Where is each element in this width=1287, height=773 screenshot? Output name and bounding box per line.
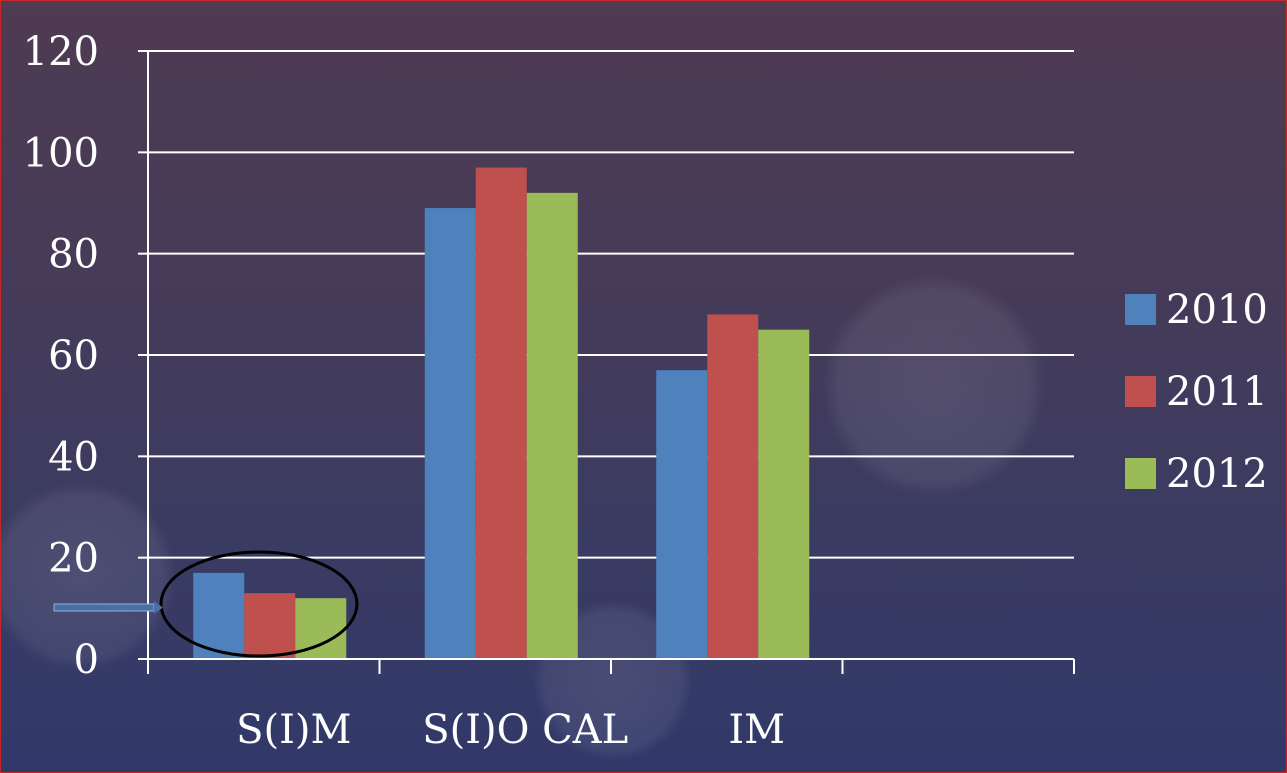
legend: 2010 2011 2012 [1125, 287, 1268, 497]
axes [147, 51, 1075, 674]
y-tick-label: 120 [23, 29, 99, 75]
bar-2012-S(I)M [295, 598, 347, 659]
bar-2010-S(I)M [193, 572, 245, 659]
x-axis-labels: S(I)M S(I)O CAL IM [236, 707, 785, 753]
highlight-ellipse [159, 550, 359, 658]
pointer-arrow [53, 603, 155, 612]
legend-label-2012: 2012 [1166, 451, 1268, 497]
bar-2010-IM [656, 370, 708, 659]
bar-2012-IM [758, 329, 810, 659]
bar-2010-S(I)O CAL [424, 208, 476, 660]
annotation [53, 550, 359, 658]
legend-label-2011: 2011 [1166, 369, 1268, 415]
y-tick-label: 60 [48, 333, 99, 379]
y-axis-ticks: 0 20 40 60 80 100 120 [23, 29, 148, 683]
pointer-arrow-head [154, 601, 163, 614]
y-tick-label: 20 [48, 536, 99, 582]
bar-2011-S(I)O CAL [475, 167, 527, 660]
x-category-label: S(I)M [236, 707, 351, 753]
bar-2011-S(I)M [244, 593, 296, 659]
y-tick-label: 40 [48, 434, 99, 480]
x-category-label: IM [728, 707, 785, 753]
legend-swatch-2010 [1125, 294, 1156, 325]
bar-2011-IM [707, 314, 759, 659]
legend-label-2010: 2010 [1166, 287, 1268, 333]
bars [193, 167, 810, 660]
legend-swatch-2012 [1125, 458, 1156, 489]
x-category-label: S(I)O CAL [422, 707, 628, 753]
y-tick-label: 80 [48, 232, 99, 278]
bar-2012-S(I)O CAL [526, 192, 578, 659]
y-tick-label: 0 [74, 637, 99, 683]
legend-swatch-2011 [1125, 376, 1156, 407]
y-tick-label: 100 [23, 130, 99, 176]
